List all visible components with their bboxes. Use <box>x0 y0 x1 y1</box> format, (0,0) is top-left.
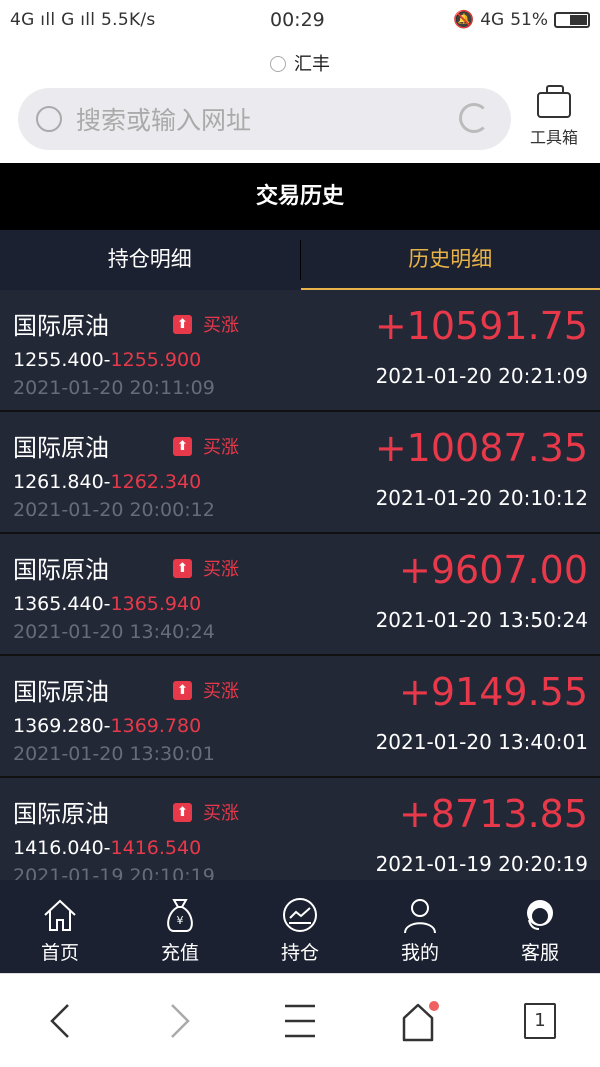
instrument-name: 国际原油 <box>13 434 109 462</box>
open-time: 2021-01-20 20:11:09 <box>13 377 215 399</box>
price-range: 1369.280-1369.780 <box>13 715 202 737</box>
close-time: 2021-01-20 13:50:24 <box>375 608 588 632</box>
profit-amount: +8713.85 <box>399 792 588 836</box>
open-price: 1416.040 <box>13 837 104 859</box>
nav-recharge[interactable]: ¥ 充值 <box>120 880 240 973</box>
profit-amount: +9149.55 <box>399 670 588 714</box>
open-price: 1369.280 <box>13 715 104 737</box>
direction-label: 买涨 <box>203 315 239 336</box>
arrow-up-icon: ⬆ <box>173 803 192 822</box>
tab-positions[interactable]: 持仓明细 <box>107 247 192 271</box>
address-bar[interactable]: 搜索或输入网址 <box>18 88 511 150</box>
trade-row[interactable]: 国际原油 ⬆ 买涨 1365.440-1365.940 2021-01-20 1… <box>0 534 600 654</box>
status-bar: 4G ıll G ıll 5.5K/s 00:29 🔕 4G 51% <box>0 0 600 42</box>
arrow-up-icon: ⬆ <box>173 559 192 578</box>
close-time: 2021-01-20 20:10:12 <box>375 486 588 510</box>
chart-icon <box>283 898 317 932</box>
trade-list[interactable]: 国际原油 ⬆ 买涨 1255.400-1255.900 2021-01-20 2… <box>0 290 600 880</box>
battery-icon <box>554 12 590 28</box>
home-button[interactable] <box>360 974 480 1067</box>
search-placeholder: 搜索或输入网址 <box>76 106 252 135</box>
battery-level: 51% <box>510 10 548 30</box>
tab-history[interactable]: 历史明细 <box>300 230 600 290</box>
user-icon <box>404 899 436 934</box>
close-time: 2021-01-19 20:20:19 <box>375 852 588 876</box>
arrow-up-icon: ⬆ <box>173 315 192 334</box>
open-time: 2021-01-19 20:10:19 <box>13 865 215 880</box>
refresh-icon[interactable] <box>459 103 489 133</box>
tab-count: 1 <box>524 1002 556 1039</box>
direction-label: 买涨 <box>203 681 239 702</box>
toolbox-button[interactable]: 工具箱 <box>522 85 586 148</box>
back-button[interactable] <box>0 974 120 1067</box>
open-price: 1365.440 <box>13 593 104 615</box>
menu-button[interactable] <box>240 974 360 1067</box>
browser-home-icon <box>402 1000 439 1041</box>
price-range: 1416.040-1416.540 <box>13 837 202 859</box>
price-range: 1255.400-1255.900 <box>13 349 202 371</box>
profit-amount: +10591.75 <box>374 304 588 348</box>
trade-row[interactable]: 国际原油 ⬆ 买涨 1416.040-1416.540 2021-01-19 2… <box>0 778 600 880</box>
site-title: 汇丰 <box>0 50 600 76</box>
menu-icon <box>285 1004 315 1037</box>
bottom-nav: 首页 ¥ 充值 持仓 我的 客服 <box>0 880 600 973</box>
nav-home[interactable]: 首页 <box>0 880 120 973</box>
direction-label: 买涨 <box>203 803 239 824</box>
open-price: 1255.400 <box>13 349 104 371</box>
open-time: 2021-01-20 13:30:01 <box>13 743 215 765</box>
mute-bell-icon: 🔕 <box>453 10 475 30</box>
price-range: 1261.840-1262.340 <box>13 471 202 493</box>
svg-text:¥: ¥ <box>177 914 184 927</box>
instrument-name: 国际原油 <box>13 800 109 828</box>
nav-service[interactable]: 客服 <box>480 880 600 973</box>
instrument-name: 国际原油 <box>13 678 109 706</box>
direction-label: 买涨 <box>203 437 239 458</box>
profit-amount: +10087.35 <box>374 426 588 470</box>
nav-mine[interactable]: 我的 <box>360 880 480 973</box>
network-status: 4G ıll G ıll 5.5K/s <box>10 10 156 30</box>
back-icon <box>50 1003 69 1038</box>
trade-row[interactable]: 国际原油 ⬆ 买涨 1261.840-1262.340 2021-01-20 2… <box>0 412 600 532</box>
trade-row[interactable]: 国际原油 ⬆ 买涨 1369.280-1369.780 2021-01-20 1… <box>0 656 600 776</box>
close-price: 1416.540 <box>110 837 202 859</box>
nav-positions[interactable]: 持仓 <box>240 880 360 973</box>
forward-icon <box>171 1003 190 1038</box>
close-time: 2021-01-20 20:21:09 <box>375 364 588 388</box>
close-price: 1365.940 <box>110 593 202 615</box>
headset-icon <box>527 900 553 930</box>
browser-toolbar: 1 <box>0 973 600 1067</box>
open-time: 2021-01-20 20:00:12 <box>13 499 215 521</box>
search-icon <box>36 106 62 132</box>
open-time: 2021-01-20 13:40:24 <box>13 621 215 643</box>
forward-button[interactable] <box>120 974 240 1067</box>
trade-row[interactable]: 国际原油 ⬆ 买涨 1255.400-1255.900 2021-01-20 2… <box>0 290 600 410</box>
arrow-up-icon: ⬆ <box>173 437 192 456</box>
network-type: 4G <box>480 10 505 30</box>
globe-icon <box>270 56 286 72</box>
clock: 00:29 <box>270 9 325 31</box>
toolbox-icon <box>537 85 571 118</box>
instrument-name: 国际原油 <box>13 556 109 584</box>
open-price: 1261.840 <box>13 471 104 493</box>
close-price: 1369.780 <box>110 715 202 737</box>
tab-bar: 持仓明细 历史明细 <box>0 230 600 290</box>
close-price: 1262.340 <box>110 471 202 493</box>
tabs-button[interactable]: 1 <box>480 974 600 1067</box>
direction-label: 买涨 <box>203 559 239 580</box>
home-icon <box>44 899 76 931</box>
price-range: 1365.440-1365.940 <box>13 593 202 615</box>
arrow-up-icon: ⬆ <box>173 681 192 700</box>
page-title: 交易历史 <box>0 163 600 230</box>
instrument-name: 国际原油 <box>13 312 109 340</box>
profit-amount: +9607.00 <box>399 548 588 592</box>
money-bag-icon: ¥ <box>167 899 193 932</box>
close-price: 1255.900 <box>110 349 202 371</box>
close-time: 2021-01-20 13:40:01 <box>375 730 588 754</box>
